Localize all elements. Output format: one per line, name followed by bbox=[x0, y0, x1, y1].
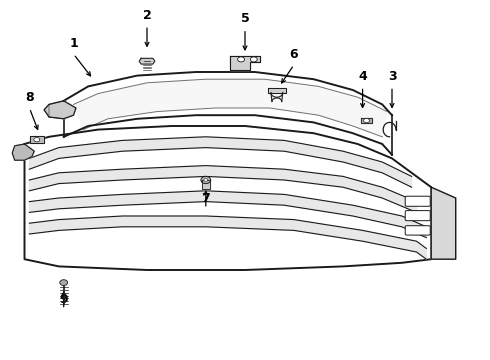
Polygon shape bbox=[74, 79, 387, 137]
Text: 3: 3 bbox=[388, 70, 396, 83]
Text: 2: 2 bbox=[143, 9, 151, 22]
Polygon shape bbox=[202, 180, 210, 189]
Circle shape bbox=[250, 57, 257, 62]
FancyBboxPatch shape bbox=[405, 196, 430, 206]
Text: 7: 7 bbox=[201, 192, 210, 205]
FancyBboxPatch shape bbox=[405, 226, 430, 235]
Polygon shape bbox=[29, 216, 426, 259]
Polygon shape bbox=[29, 191, 426, 238]
Text: 8: 8 bbox=[25, 91, 34, 104]
Text: 5: 5 bbox=[241, 12, 249, 25]
Circle shape bbox=[238, 57, 245, 62]
Circle shape bbox=[60, 280, 68, 285]
Polygon shape bbox=[361, 118, 372, 123]
Circle shape bbox=[204, 179, 208, 181]
Circle shape bbox=[364, 118, 369, 123]
Text: 6: 6 bbox=[290, 48, 298, 61]
FancyBboxPatch shape bbox=[405, 211, 430, 221]
Text: 4: 4 bbox=[358, 70, 367, 83]
Polygon shape bbox=[139, 58, 155, 64]
Circle shape bbox=[201, 176, 211, 184]
Polygon shape bbox=[24, 126, 431, 270]
Polygon shape bbox=[44, 101, 76, 119]
Polygon shape bbox=[64, 72, 392, 155]
Polygon shape bbox=[29, 166, 416, 212]
Text: 9: 9 bbox=[59, 293, 68, 306]
Polygon shape bbox=[12, 144, 34, 160]
Polygon shape bbox=[30, 136, 44, 143]
Circle shape bbox=[34, 138, 40, 142]
Polygon shape bbox=[268, 88, 286, 93]
Polygon shape bbox=[230, 56, 260, 70]
Polygon shape bbox=[29, 137, 412, 187]
Polygon shape bbox=[431, 187, 456, 259]
Text: 1: 1 bbox=[69, 37, 78, 50]
